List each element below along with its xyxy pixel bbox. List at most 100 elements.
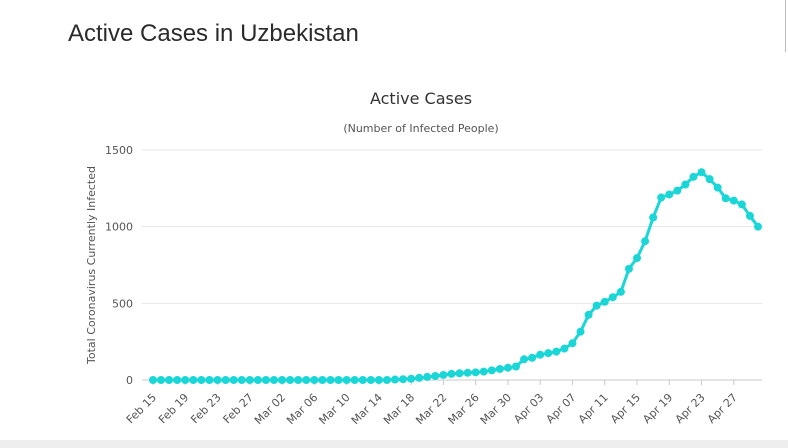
x-tick-label: Feb 23: [188, 391, 223, 426]
data-point[interactable]: [633, 254, 641, 263]
data-point[interactable]: [737, 200, 746, 209]
data-point[interactable]: [237, 376, 246, 384]
data-point[interactable]: [568, 339, 577, 348]
data-point[interactable]: [213, 376, 222, 384]
data-point[interactable]: [382, 376, 391, 384]
data-point[interactable]: [431, 372, 440, 381]
data-point[interactable]: [520, 355, 529, 364]
data-point[interactable]: [439, 370, 448, 379]
data-point[interactable]: [173, 376, 182, 384]
data-point[interactable]: [544, 349, 553, 358]
data-point[interactable]: [205, 376, 214, 384]
data-point[interactable]: [229, 376, 238, 384]
chart-title: Active Cases: [370, 89, 472, 108]
data-point[interactable]: [165, 376, 174, 384]
data-point[interactable]: [536, 350, 545, 359]
data-point[interactable]: [189, 376, 198, 384]
data-point[interactable]: [157, 376, 166, 384]
data-point[interactable]: [302, 376, 311, 384]
data-point[interactable]: [318, 376, 327, 384]
data-point[interactable]: [366, 376, 375, 384]
data-point[interactable]: [415, 373, 424, 382]
data-point[interactable]: [286, 376, 295, 384]
data-point[interactable]: [374, 376, 383, 384]
data-point[interactable]: [560, 344, 569, 353]
data-point[interactable]: [358, 376, 367, 384]
y-tick-label: 500: [112, 297, 133, 310]
x-tick-label: Apr 19: [640, 391, 675, 426]
data-point[interactable]: [608, 293, 617, 302]
chart-subtitle: (Number of Infected People): [343, 122, 498, 135]
data-point[interactable]: [616, 287, 625, 296]
data-point[interactable]: [681, 180, 690, 189]
data-point[interactable]: [350, 376, 359, 384]
data-point[interactable]: [721, 194, 730, 203]
data-point[interactable]: [487, 366, 496, 375]
data-point[interactable]: [463, 368, 472, 377]
data-point[interactable]: [342, 376, 351, 384]
x-tick-label: Apr 15: [608, 391, 643, 426]
data-point[interactable]: [181, 376, 190, 384]
data-point[interactable]: [270, 376, 278, 384]
data-point[interactable]: [552, 347, 561, 356]
data-point[interactable]: [528, 353, 537, 362]
data-point[interactable]: [479, 367, 488, 376]
data-point[interactable]: [689, 172, 698, 181]
data-point[interactable]: [334, 376, 343, 384]
x-tick-label: Mar 30: [478, 391, 514, 427]
data-point[interactable]: [754, 222, 762, 231]
y-axis-title: Total Coronavirus Currently Infected: [85, 166, 98, 365]
data-point[interactable]: [657, 193, 666, 202]
data-point[interactable]: [253, 376, 262, 384]
data-point[interactable]: [423, 372, 432, 381]
data-point[interactable]: [278, 376, 287, 384]
data-point[interactable]: [624, 264, 633, 273]
data-point[interactable]: [584, 310, 593, 319]
data-point[interactable]: [503, 363, 512, 372]
x-tick-label: Apr 03: [511, 391, 546, 426]
data-point[interactable]: [197, 376, 206, 384]
y-axis: 0 500 1000 1500: [105, 144, 133, 387]
data-point[interactable]: [399, 375, 408, 384]
data-point[interactable]: [471, 368, 480, 377]
data-point[interactable]: [261, 376, 270, 384]
data-point[interactable]: [641, 237, 650, 246]
series-currently-infected: [149, 168, 762, 384]
x-tick-label: Mar 06: [284, 391, 320, 427]
x-tick-label: Mar 18: [381, 391, 417, 427]
data-point[interactable]: [592, 301, 601, 310]
data-point[interactable]: [576, 327, 585, 336]
data-point[interactable]: [745, 211, 754, 220]
data-point[interactable]: [221, 376, 230, 384]
data-point[interactable]: [407, 374, 416, 383]
data-point[interactable]: [705, 175, 714, 184]
data-point[interactable]: [149, 376, 157, 384]
y-tick-label: 1000: [105, 221, 133, 234]
data-point[interactable]: [512, 362, 520, 371]
data-point[interactable]: [713, 183, 722, 192]
data-point[interactable]: [665, 190, 674, 199]
data-point[interactable]: [294, 376, 303, 384]
series-line: [151, 170, 760, 382]
data-point[interactable]: [447, 369, 456, 378]
y-tick-label: 0: [126, 374, 133, 387]
x-tick-label: Apr 07: [544, 391, 579, 426]
data-point[interactable]: [245, 376, 254, 384]
data-point[interactable]: [673, 186, 682, 195]
data-point[interactable]: [391, 375, 399, 384]
data-point[interactable]: [455, 369, 464, 378]
data-point[interactable]: [495, 364, 504, 373]
x-tick-label: Apr 27: [705, 391, 740, 426]
data-point[interactable]: [697, 168, 706, 177]
data-point[interactable]: [729, 196, 738, 205]
x-tick-label: Mar 02: [252, 391, 288, 427]
data-point[interactable]: [649, 213, 658, 222]
data-point[interactable]: [600, 297, 609, 306]
x-tick-label: Mar 10: [316, 391, 352, 427]
data-point[interactable]: [310, 376, 319, 384]
x-tick-label: Apr 23: [673, 391, 708, 426]
x-tick-label: Feb 27: [221, 391, 256, 426]
data-point[interactable]: [326, 376, 335, 384]
x-tick-label: Feb 15: [124, 391, 159, 426]
